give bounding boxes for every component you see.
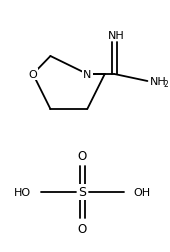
Text: O: O [78, 149, 87, 162]
Text: S: S [78, 186, 86, 199]
Text: 2: 2 [164, 79, 169, 88]
Text: OH: OH [134, 187, 151, 197]
Text: N: N [83, 70, 91, 80]
Text: O: O [29, 70, 37, 80]
Text: NH: NH [108, 31, 125, 41]
Text: NH: NH [150, 77, 167, 87]
Text: HO: HO [14, 187, 31, 197]
Text: O: O [78, 223, 87, 236]
